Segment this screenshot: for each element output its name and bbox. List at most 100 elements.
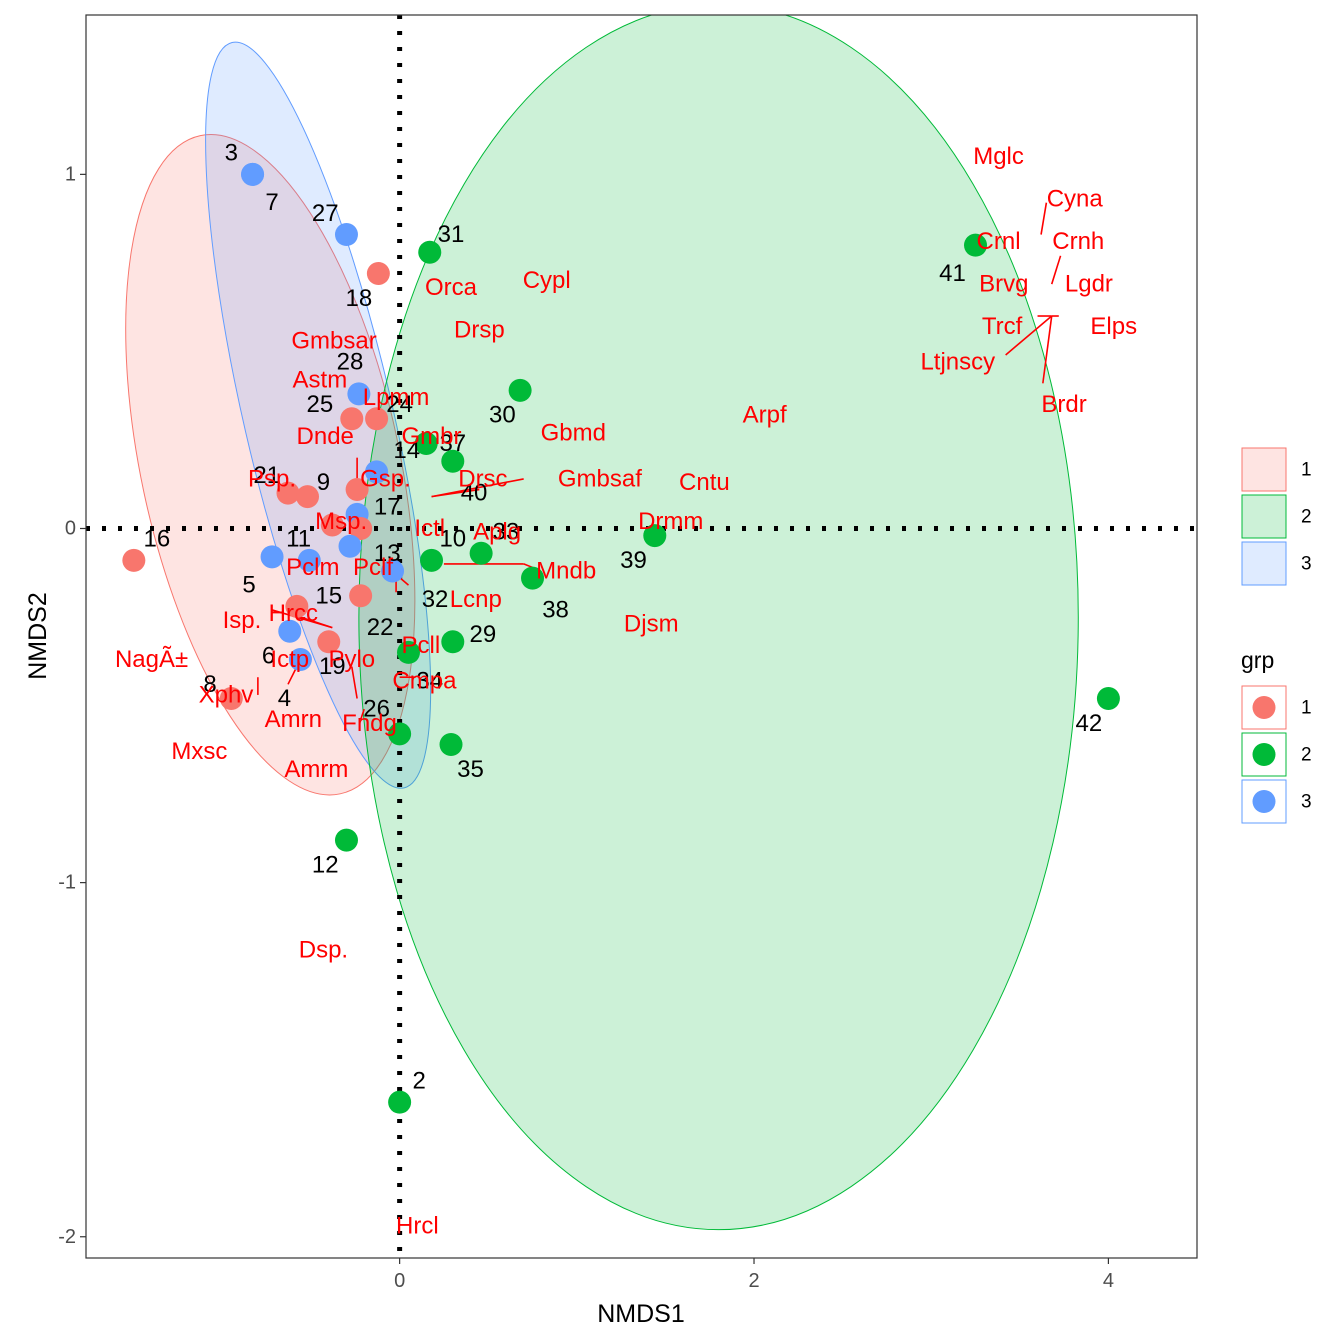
species-connector <box>271 609 333 629</box>
site-point-40 <box>345 478 369 502</box>
legend-fill-label: 3 <box>1301 554 1312 575</box>
site-point-16 <box>122 548 146 572</box>
species-labels: Mglc Cyna Crnl Crnh Cypl Orca Brvg Lgdr Trcf Elps… <box>115 143 1137 1239</box>
site-points <box>122 162 1120 1114</box>
y-tick-label: -1 <box>58 872 76 894</box>
species-label: Gbmd <box>541 419 606 446</box>
species-label: Crnh <box>1052 228 1104 255</box>
site-point-18 <box>366 262 390 286</box>
legend-fill-key-3 <box>1241 541 1287 586</box>
site-point-36 <box>388 722 412 746</box>
site-label: 19 <box>319 653 346 680</box>
species-label: Dnde <box>297 423 354 450</box>
site-label: 11 <box>286 526 311 553</box>
site-label: 31 <box>438 221 465 248</box>
y-tick-label: 0 <box>65 517 76 539</box>
species-label: Amrm <box>284 756 348 783</box>
site-label: 13 <box>374 540 401 567</box>
site-label: 27 <box>312 200 339 227</box>
species-label: Cyna <box>1047 186 1104 213</box>
x-tick-label: 4 <box>1103 1270 1114 1292</box>
species-connector <box>351 666 358 699</box>
species-label: Pclm <box>286 554 339 581</box>
x-axis-title: NMDS1 <box>597 1300 685 1328</box>
species-label: Astm <box>293 366 348 393</box>
species-label: Cmpa <box>392 667 457 694</box>
site-point-27 <box>334 223 358 247</box>
site-point-29 <box>441 630 465 654</box>
site-label: 28 <box>337 349 364 376</box>
confidence-ellipses <box>125 15 1079 1230</box>
site-point-34 <box>469 541 493 565</box>
species-label: Ltjnscy <box>920 349 995 376</box>
site-label: 32 <box>422 586 449 613</box>
site-label: 15 <box>315 582 342 609</box>
site-point-21 <box>276 481 300 505</box>
species-label: Mndb <box>536 557 596 584</box>
species-label: Crnl <box>977 228 1021 255</box>
species-label: Drsc <box>458 465 507 492</box>
site-point-4 <box>288 648 312 672</box>
legend: 1 2 3 grp 1 2 3 <box>1241 447 1312 824</box>
site-label: 18 <box>346 285 373 312</box>
species-label: Gmbsar <box>291 327 376 354</box>
species-label: Djsm <box>624 611 679 638</box>
site-point-11 <box>297 548 321 572</box>
legend-point-2 <box>1252 743 1276 766</box>
ellipse-group-3 <box>205 41 432 789</box>
site-point-8 <box>219 686 243 710</box>
x-tick-label: 0 <box>394 1270 405 1292</box>
site-point-33 <box>320 513 344 537</box>
site-label: 42 <box>1076 710 1103 737</box>
site-label: 40 <box>461 480 488 507</box>
species-label: Cntu <box>679 469 730 496</box>
y-tick-label: 1 <box>65 163 76 185</box>
species-label: NagÃ± <box>115 646 188 673</box>
axes: 0 2 4-2-101 <box>58 163 1114 1292</box>
legend-fill-label: 1 <box>1301 460 1312 481</box>
x-tick-label: 2 <box>748 1270 759 1292</box>
site-label: 10 <box>439 526 466 553</box>
ellipse-group-1 <box>125 134 416 796</box>
site-label: 14 <box>393 437 420 464</box>
legend-fill-key-2 <box>1241 494 1287 539</box>
site-label: 41 <box>939 260 966 287</box>
site-point-30 <box>508 378 532 402</box>
species-label: Fndg <box>342 710 397 737</box>
site-label: 9 <box>317 469 330 496</box>
species-connector <box>431 488 480 498</box>
site-label: 5 <box>242 572 255 599</box>
site-point-14 <box>414 431 438 455</box>
site-point-5 <box>260 545 284 569</box>
site-point-9 <box>295 485 319 509</box>
site-point-15 <box>349 584 373 608</box>
species-label: Psp. <box>248 465 296 492</box>
species-label: Hrcc <box>269 600 318 627</box>
site-point-41 <box>964 233 988 257</box>
species-label: Pcll <box>402 632 441 659</box>
legend-point-3 <box>1252 790 1276 813</box>
legend-point-1 <box>1252 696 1276 719</box>
species-label: Cypl <box>523 267 571 294</box>
site-point-32 <box>381 559 405 583</box>
legend-point-label: 3 <box>1301 792 1312 813</box>
species-label: Trcf <box>982 313 1023 340</box>
species-label: Orca <box>425 274 478 301</box>
site-point-10 <box>349 516 373 540</box>
site-point-35 <box>439 733 463 757</box>
site-point-19 <box>317 630 341 654</box>
site-point-42 <box>1096 686 1120 710</box>
site-label: 21 <box>253 462 280 489</box>
site-label: 7 <box>265 189 278 216</box>
site-label: 39 <box>620 547 647 574</box>
species-label: Gmbr <box>402 423 462 450</box>
legend-point-label: 1 <box>1301 698 1312 719</box>
species-label: Ictp <box>270 646 309 673</box>
site-label: 17 <box>374 494 401 521</box>
species-label: Elps <box>1090 313 1137 340</box>
species-connector <box>1040 202 1048 235</box>
species-label: Arpf <box>743 402 787 429</box>
